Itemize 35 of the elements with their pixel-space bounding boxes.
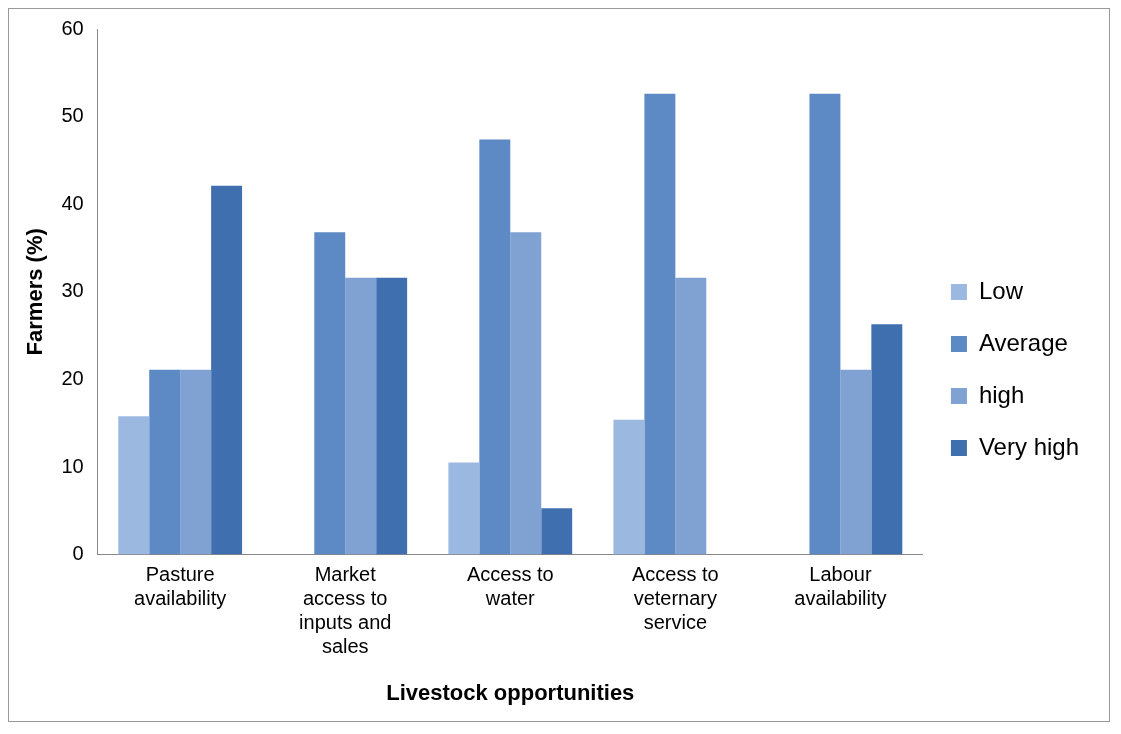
bar bbox=[448, 462, 480, 555]
x-axis-title: Livestock opportunities bbox=[386, 679, 635, 705]
x-tick-label: Access to veternary service bbox=[632, 563, 719, 634]
bar bbox=[871, 324, 903, 555]
bar bbox=[840, 369, 872, 555]
y-tick-label: 60 bbox=[61, 16, 84, 39]
bar bbox=[149, 369, 181, 555]
y-axis-title: Farmers (%) bbox=[22, 228, 48, 356]
bar bbox=[510, 232, 542, 555]
bar bbox=[479, 139, 511, 555]
y-tick-label: 10 bbox=[61, 454, 84, 477]
bar bbox=[211, 185, 243, 555]
bar bbox=[180, 369, 212, 555]
legend-label: Low bbox=[978, 276, 1024, 304]
y-tick-label: 30 bbox=[61, 279, 84, 302]
legend-label: Very high bbox=[978, 432, 1080, 460]
bar bbox=[541, 508, 573, 555]
bar bbox=[675, 277, 707, 555]
bar bbox=[376, 277, 408, 555]
legend-label: high bbox=[978, 380, 1025, 408]
x-tick-label: Labour availability bbox=[794, 563, 887, 610]
y-tick-label: 0 bbox=[72, 542, 84, 565]
bar bbox=[118, 416, 150, 555]
y-tick-label: 40 bbox=[61, 191, 84, 214]
bar bbox=[809, 93, 841, 555]
bar bbox=[314, 232, 346, 555]
legend-label: Average bbox=[978, 328, 1068, 356]
y-tick-label: 20 bbox=[61, 366, 84, 389]
bar bbox=[644, 93, 676, 555]
y-tick-label: 50 bbox=[61, 104, 84, 127]
bar bbox=[613, 419, 645, 555]
x-tick-label: Market access to inputs and sales bbox=[299, 563, 392, 658]
x-tick-label: Access to water bbox=[466, 563, 554, 610]
x-tick-label: Pasture availability bbox=[134, 563, 227, 610]
bar bbox=[345, 277, 377, 555]
